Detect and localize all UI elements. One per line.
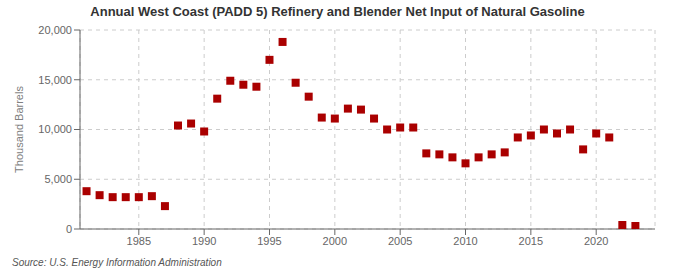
svg-text:Thousand Barrels: Thousand Barrels xyxy=(13,86,25,173)
html-text:Annual West Coast (PADD 5) Ref: Annual West Coast (PADD 5) Refinery and … xyxy=(90,4,585,19)
svg-text:1985: 1985 xyxy=(127,235,151,247)
svg-text:2010: 2010 xyxy=(453,235,477,247)
html-text:Source: U.S. Energy Informatio: Source: U.S. Energy Information Administ… xyxy=(12,257,222,268)
svg-text:5,000: 5,000 xyxy=(44,173,72,185)
svg-text:15,000: 15,000 xyxy=(38,74,72,86)
svg-text:2000: 2000 xyxy=(323,235,347,247)
svg-text:20,000: 20,000 xyxy=(38,24,72,36)
svg-text:10,000: 10,000 xyxy=(38,123,72,135)
svg-text:1990: 1990 xyxy=(192,235,216,247)
svg-text:1995: 1995 xyxy=(257,235,281,247)
svg-text:2005: 2005 xyxy=(388,235,412,247)
svg-text:2015: 2015 xyxy=(519,235,543,247)
svg-text:0: 0 xyxy=(66,223,72,235)
svg-text:2020: 2020 xyxy=(584,235,608,247)
